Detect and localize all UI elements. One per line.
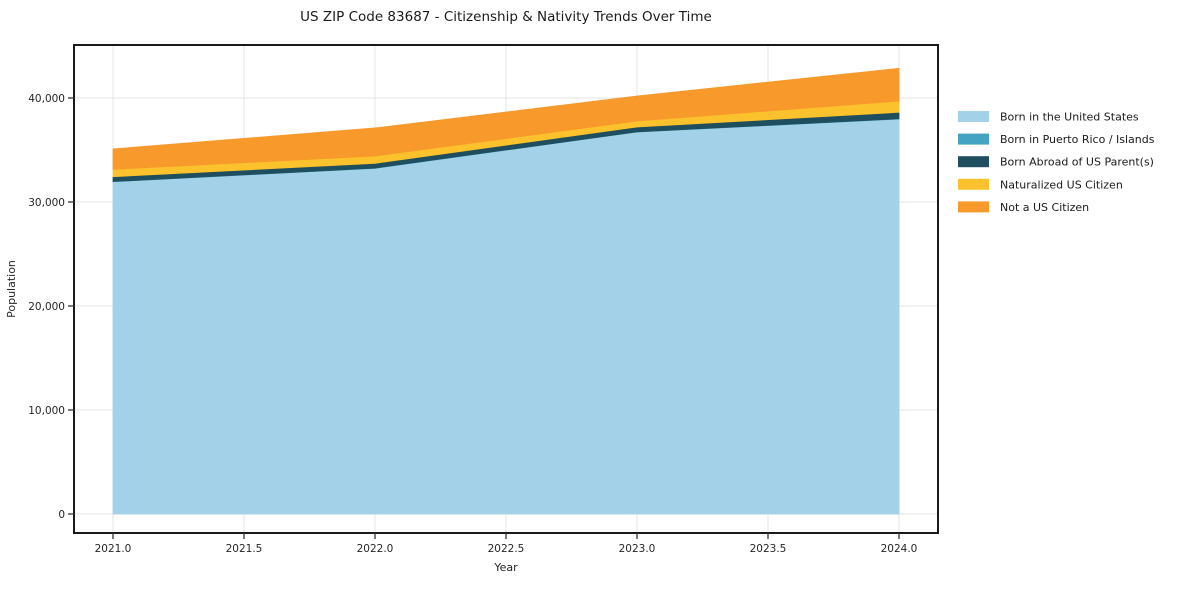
- legend: Born in the United States Born in Puerto …: [958, 111, 1155, 214]
- x-tick-label: 2024.0: [881, 543, 918, 555]
- y-tick-label: 30,000: [28, 197, 65, 209]
- x-tick-label: 2022.0: [357, 543, 394, 555]
- y-tick-label: 20,000: [28, 301, 65, 313]
- x-tick-label: 2023.0: [619, 543, 656, 555]
- legend-label: Born in the United States: [1000, 111, 1139, 124]
- legend-swatch: [958, 156, 989, 168]
- x-axis-label: Year: [493, 561, 518, 574]
- y-tick-label: 40,000: [28, 93, 65, 105]
- legend-label: Not a US Citizen: [1000, 201, 1089, 214]
- legend-swatch: [958, 133, 989, 145]
- x-tick-label: 2021.0: [95, 543, 132, 555]
- legend-label: Naturalized US Citizen: [1000, 178, 1123, 191]
- area-series-born-in-the-united-states: [112, 118, 900, 515]
- legend-label: Born in Puerto Rico / Islands: [1000, 133, 1155, 146]
- y-tick-label: 0: [58, 509, 65, 521]
- legend-swatch: [958, 201, 989, 213]
- legend-label: Born Abroad of US Parent(s): [1000, 156, 1154, 169]
- y-axis-label: Population: [5, 260, 18, 318]
- legend-swatch: [958, 111, 989, 122]
- axis-ticks: 2021.0 2021.5 2022.0 2022.5 2023.0 2023.5 2024…: [28, 93, 917, 555]
- chart-title: US ZIP Code 83687 - Citizenship & Nativi…: [300, 9, 712, 25]
- legend-swatch: [958, 178, 989, 190]
- x-tick-label: 2022.5: [488, 543, 525, 555]
- y-tick-label: 10,000: [28, 405, 65, 417]
- x-tick-label: 2021.5: [226, 543, 263, 555]
- area-series-not-a-us-citizen: [112, 67, 900, 170]
- stacked-areas: [112, 67, 900, 515]
- x-tick-label: 2023.5: [750, 543, 787, 555]
